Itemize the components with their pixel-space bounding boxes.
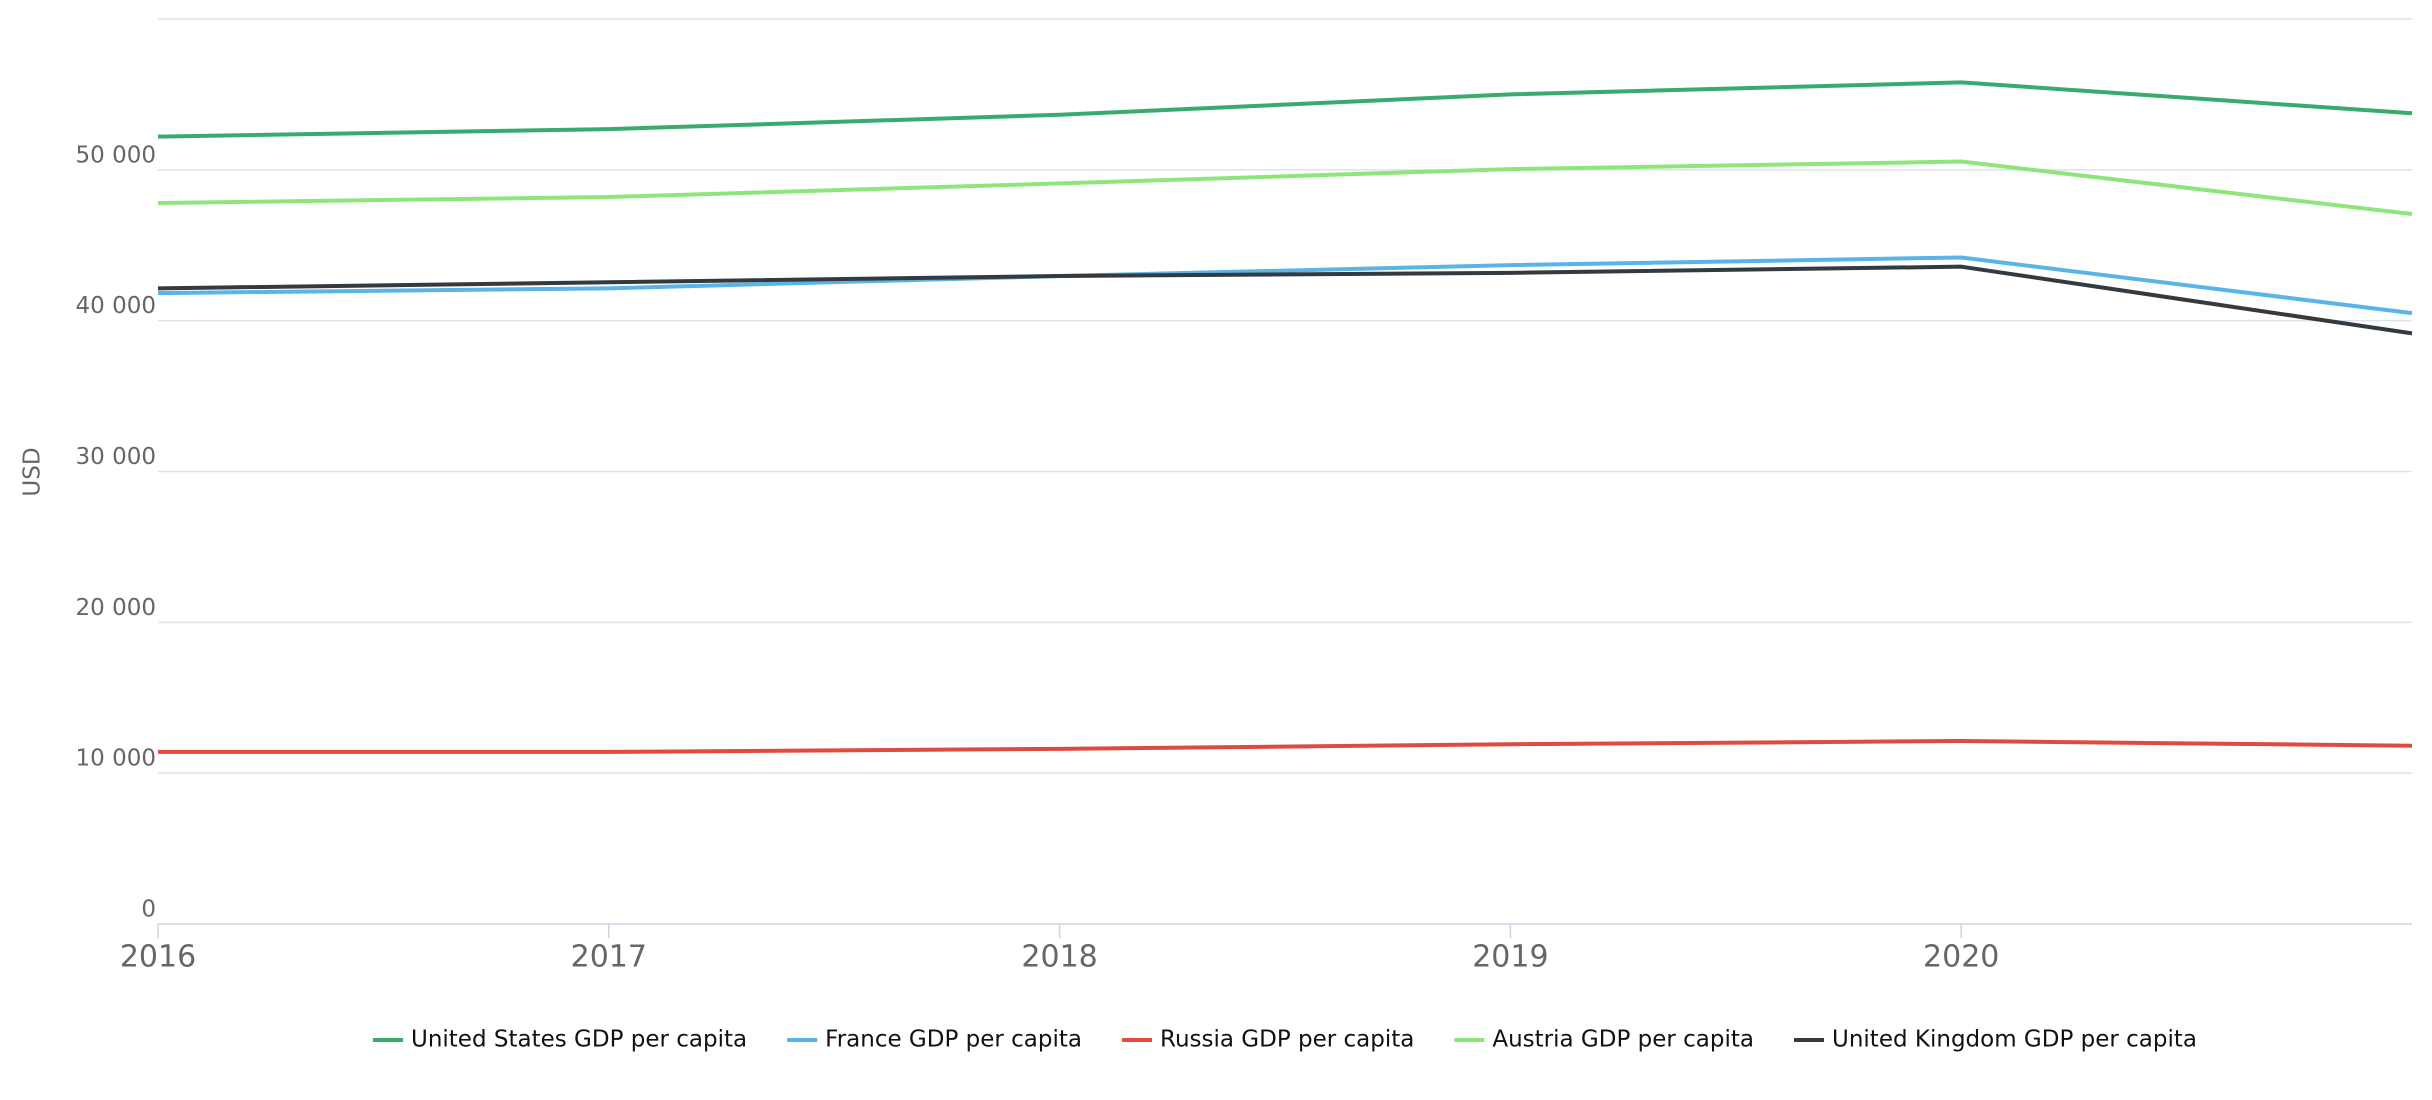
legend-label: Russia GDP per capita bbox=[1160, 1027, 1414, 1053]
y-tick-label: 40 000 bbox=[76, 293, 156, 319]
x-tick-label: 2016 bbox=[120, 940, 196, 975]
legend-item: France GDP per capita bbox=[787, 1027, 1082, 1053]
legend-item: Austria GDP per capita bbox=[1454, 1027, 1754, 1053]
x-tick-label: 2017 bbox=[571, 940, 647, 975]
legend-item: Russia GDP per capita bbox=[1122, 1027, 1414, 1053]
y-tick-label: 30 000 bbox=[76, 444, 156, 470]
x-tick-label: 2019 bbox=[1472, 940, 1548, 975]
y-axis-label: USD bbox=[20, 447, 46, 496]
legend-label: United States GDP per capita bbox=[411, 1027, 747, 1053]
legend-label: United Kingdom GDP per capita bbox=[1832, 1027, 2197, 1053]
series-line bbox=[157, 255, 2413, 316]
y-tick-label: 20 000 bbox=[76, 595, 156, 621]
series-line bbox=[157, 80, 2413, 139]
legend: United States GDP per capita France GDP p… bbox=[372, 1027, 2197, 1053]
series-line bbox=[157, 264, 2413, 336]
y-tick-label: 0 bbox=[141, 897, 156, 923]
x-tick-label: 2020 bbox=[1923, 940, 1999, 975]
series-line bbox=[157, 159, 2413, 217]
series-line bbox=[158, 739, 2413, 754]
x-tick-label: 2018 bbox=[1021, 940, 1097, 975]
legend-label: France GDP per capita bbox=[825, 1027, 1082, 1053]
legend-item: United Kingdom GDP per capita bbox=[1794, 1027, 2197, 1053]
legend-label: Austria GDP per capita bbox=[1492, 1027, 1754, 1053]
y-tick-label: 10 000 bbox=[76, 746, 156, 772]
legend-item: United States GDP per capita bbox=[372, 1027, 747, 1053]
y-tick-label: 50 000 bbox=[76, 142, 156, 168]
